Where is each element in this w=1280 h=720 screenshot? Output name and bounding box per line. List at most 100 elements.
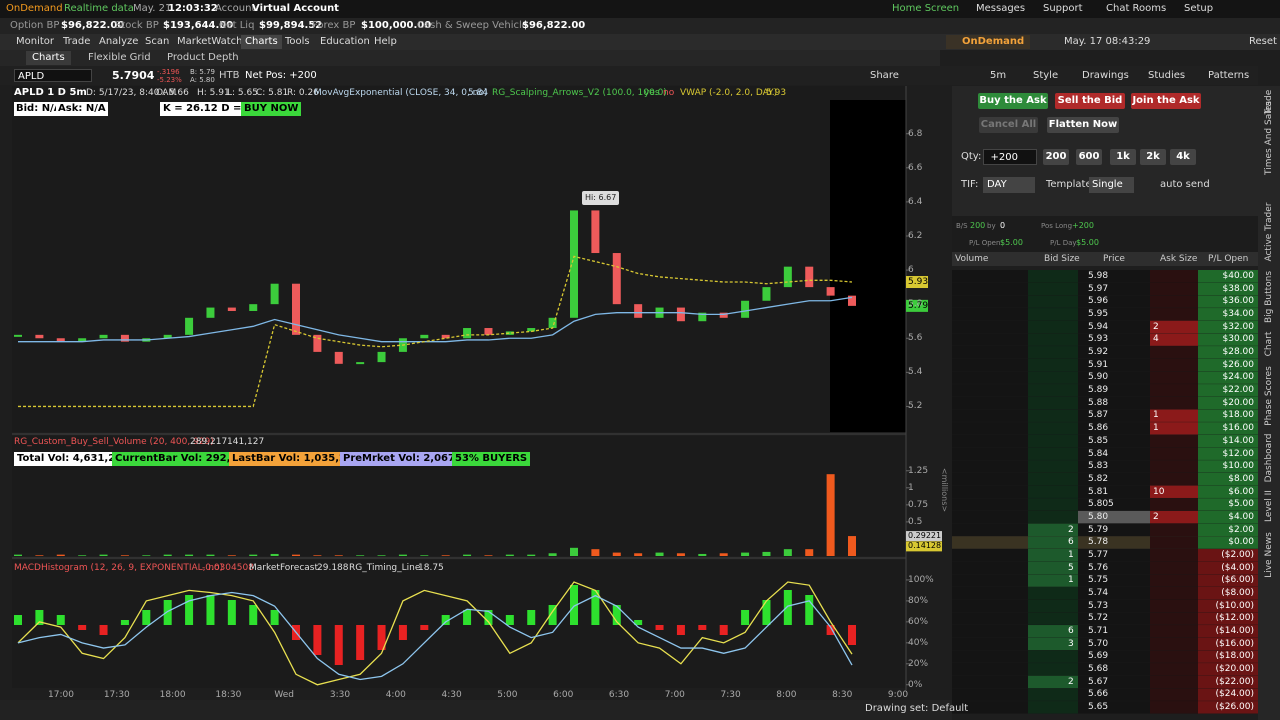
histogram-bar — [185, 595, 194, 625]
pl-cell: $38.00 — [1222, 283, 1255, 294]
top-link[interactable]: Support — [1043, 3, 1083, 14]
ondemand-button[interactable]: OnDemand — [946, 35, 1031, 49]
qty-preset[interactable]: 600 — [1076, 149, 1102, 165]
volume-label: CurrentBar Vol: 292,287 — [112, 452, 255, 466]
top-link[interactable]: Chat Rooms — [1106, 3, 1167, 14]
menu-item[interactable]: Analyze — [99, 36, 139, 47]
qty-preset[interactable]: 4k — [1170, 149, 1196, 165]
buy-button[interactable]: Buy the Ask — [978, 93, 1048, 109]
side-tab[interactable]: Chart — [1264, 331, 1274, 357]
tif-select[interactable]: DAY — [983, 177, 1035, 193]
histogram-bar — [783, 590, 792, 625]
bid-size[interactable]: 3 — [1068, 638, 1074, 649]
side-tab[interactable]: Times And Sales — [1264, 101, 1274, 175]
x-tick-label: 6:30 — [608, 690, 630, 700]
chart-tool[interactable]: 5m — [990, 70, 1007, 81]
menu-item[interactable]: Tools — [285, 36, 310, 47]
ask-cell — [1150, 409, 1198, 422]
pl-cell — [1198, 650, 1258, 663]
top-link[interactable]: Setup — [1184, 3, 1214, 14]
bid-size[interactable]: 6 — [1068, 626, 1074, 637]
x-tick-label: 17:00 — [48, 690, 74, 700]
bid-size[interactable]: 1 — [1068, 549, 1074, 560]
ask-size[interactable]: 4 — [1153, 334, 1159, 345]
bid-cell — [1028, 422, 1078, 435]
top-link[interactable]: Home Screen — [892, 3, 960, 14]
sell-button[interactable]: Sell the Bid — [1055, 93, 1125, 109]
join-button[interactable]: Join the Ask — [1131, 93, 1201, 109]
bid-size[interactable]: 6 — [1068, 537, 1074, 548]
account-metric-value: $96,822.00 — [522, 20, 586, 31]
candle — [313, 334, 322, 352]
x-tick-label: 6:00 — [553, 690, 574, 700]
menu-item[interactable]: MarketWatch — [177, 36, 243, 47]
menu-item[interactable]: Scan — [145, 36, 170, 47]
menu-item[interactable]: Help — [374, 36, 397, 47]
ask-size[interactable]: 10 — [1153, 486, 1165, 497]
ask-size[interactable]: 2 — [1153, 511, 1159, 522]
tab[interactable]: Product Depth — [167, 52, 239, 63]
histogram-bar — [313, 625, 322, 655]
bid-cell — [1028, 675, 1078, 689]
menu-item[interactable]: Trade — [63, 36, 91, 47]
volume-bar — [227, 555, 236, 556]
ask-cell — [1150, 625, 1198, 638]
top-link[interactable]: Messages — [976, 3, 1026, 14]
qty-preset[interactable]: 2k — [1140, 149, 1166, 165]
chart-tool[interactable]: Studies — [1148, 70, 1186, 81]
bid-size[interactable]: 2 — [1068, 676, 1074, 687]
side-tab[interactable]: Dashboard — [1264, 433, 1274, 483]
price-cell: 5.96 — [1088, 296, 1109, 307]
qty-preset[interactable]: 1k — [1110, 149, 1136, 165]
bid: B: 5.79 — [190, 68, 215, 76]
bid-size[interactable]: 2 — [1068, 524, 1074, 535]
volume-bar — [826, 474, 835, 556]
chart-tool[interactable]: Drawings — [1082, 70, 1129, 81]
pl-cell: ($10.00) — [1215, 600, 1254, 611]
tab[interactable]: Charts — [26, 51, 71, 65]
price-cell: 5.66 — [1088, 689, 1109, 700]
candle — [420, 334, 429, 339]
menu-item[interactable]: Monitor — [16, 36, 55, 47]
ask-size[interactable]: 2 — [1153, 321, 1159, 332]
chart-tool[interactable]: Style — [1033, 70, 1059, 81]
template-select[interactable]: Single — [1089, 177, 1134, 193]
menu-item[interactable]: Education — [320, 36, 370, 47]
reset-button[interactable]: Reset — [1249, 36, 1277, 47]
side-tab[interactable]: Level II — [1264, 490, 1274, 522]
position-value: $5.00 — [1076, 238, 1099, 247]
y-tick-label: 6.2 — [908, 230, 923, 241]
ask-size[interactable]: 1 — [1153, 410, 1159, 421]
pl-cell — [1198, 447, 1258, 460]
side-tab[interactable]: Live News — [1264, 532, 1274, 578]
auto-send-checkbox[interactable]: auto send — [1160, 179, 1210, 190]
cancel-button[interactable]: Cancel All — [979, 117, 1038, 133]
column-header: Price — [1103, 254, 1125, 264]
symbol-input[interactable]: APLD — [14, 69, 92, 82]
ask-size[interactable]: 1 — [1153, 423, 1159, 434]
bid-cell — [1028, 434, 1078, 448]
side-tab[interactable]: Phase Scores — [1264, 366, 1274, 426]
column-header: Volume — [955, 254, 989, 264]
share-button[interactable]: Share — [870, 70, 899, 81]
pl-cell — [1198, 612, 1258, 625]
y-tick-label: 80% — [908, 595, 929, 606]
qty-input[interactable]: +200 — [983, 149, 1037, 165]
study-value: yes — [644, 88, 660, 98]
ohlc-label: L: 5.65 — [227, 88, 258, 98]
ask-cell — [1150, 523, 1198, 536]
pl-cell — [1198, 561, 1258, 575]
bid-size[interactable]: 1 — [1068, 575, 1074, 586]
y-tick-label: 5.6 — [908, 333, 923, 344]
price-marker — [906, 299, 928, 312]
qty-preset[interactable]: 200 — [1043, 149, 1069, 165]
side-tab[interactable]: Active Trader — [1264, 202, 1274, 262]
chart-tool[interactable]: Patterns — [1208, 70, 1250, 81]
side-tab[interactable]: Big Buttons — [1264, 270, 1274, 324]
volume-bar — [612, 552, 621, 556]
bid-size[interactable]: 5 — [1068, 562, 1074, 573]
tab[interactable]: Flexible Grid — [88, 52, 151, 63]
flatten-button[interactable]: Flatten Now — [1047, 117, 1119, 133]
pl-cell — [1198, 663, 1258, 676]
menu-item[interactable]: Charts — [241, 35, 282, 49]
